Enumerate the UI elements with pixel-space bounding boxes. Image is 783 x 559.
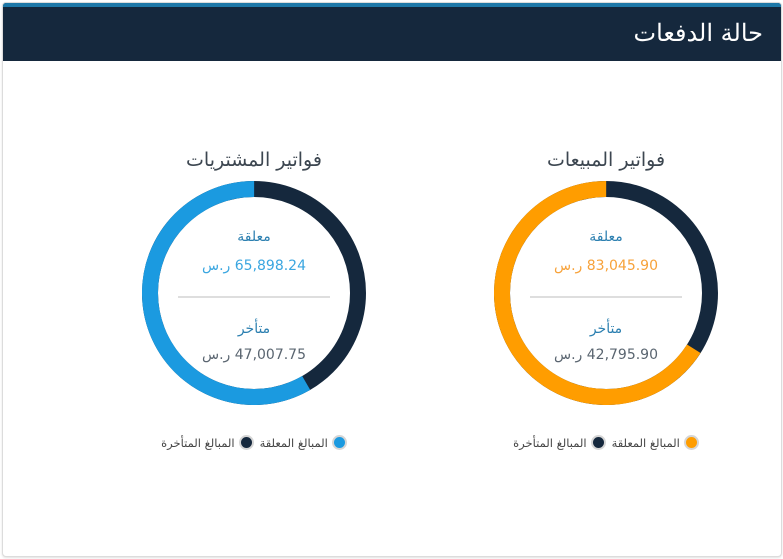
pending-value: 65,898.24 ر.س [201, 258, 307, 274]
pending-arc[interactable] [142, 181, 366, 405]
legend-item-late[interactable]: المبالغ المتأخرة [513, 435, 606, 450]
legend-label: المبالغ المعلقة [259, 435, 328, 450]
late-dot-icon [590, 435, 606, 450]
pending-dot-icon [683, 435, 699, 450]
legend-label: المبالغ المتأخرة [161, 435, 235, 450]
late-label: متأخر [237, 321, 271, 337]
sales-donut-chart [494, 181, 718, 405]
late-label: متأخر [589, 321, 623, 337]
legend-item-pending[interactable]: المبالغ المعلقة [260, 435, 347, 450]
pending-label: معلقة [237, 229, 271, 245]
card-header: حالة الدفعات [3, 3, 781, 61]
purchases-panel-title: فواتير المشتريات [186, 149, 322, 171]
card-title: حالة الدفعات [633, 19, 764, 47]
sales-legend: المبالغ المعلقة المبالغ المتأخرة [486, 435, 726, 450]
purchase-invoices-panel: فواتير المشتريات معلقة 65,898.24 ر.س متأ… [134, 149, 374, 459]
purchases-donut-chart [142, 181, 366, 405]
legend-label: المبالغ المعلقة [611, 435, 680, 450]
late-value: 42,795.90 ر.س [553, 347, 659, 363]
purchases-legend: المبالغ المعلقة المبالغ المتأخرة [134, 435, 374, 450]
late-value: 47,007.75 ر.س [201, 347, 307, 363]
divider [530, 296, 682, 298]
legend-label: المبالغ المتأخرة [513, 435, 587, 450]
divider [178, 296, 330, 298]
pending-label: معلقة [589, 229, 623, 245]
legend-item-pending[interactable]: المبالغ المعلقة [612, 435, 699, 450]
sales-panel-title: فواتير المبيعات [546, 149, 666, 171]
pending-dot-icon [331, 435, 347, 450]
late-dot-icon [238, 435, 254, 450]
pending-arc[interactable] [494, 181, 718, 405]
pending-value: 83,045.90 ر.س [553, 258, 659, 274]
legend-item-late[interactable]: المبالغ المتأخرة [161, 435, 254, 450]
sales-invoices-panel: فواتير المبيعات معلقة 83,045.90 ر.س متأخ… [486, 149, 726, 459]
